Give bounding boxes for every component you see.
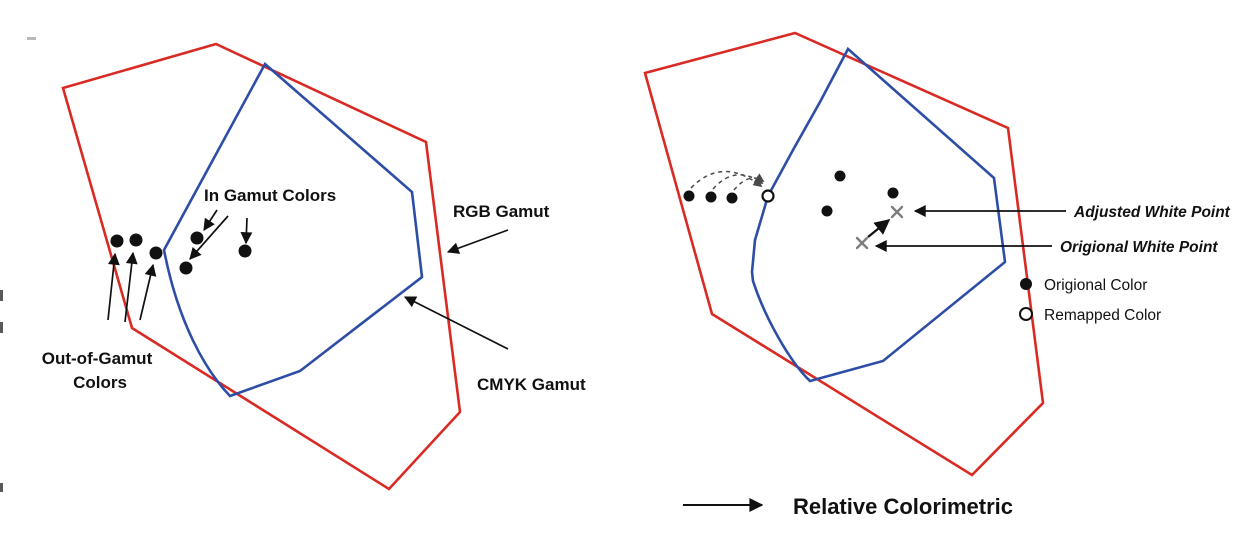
left-panel-gamut-clipping: In Gamut Colors RGB Gamut Out-of-Gamut C… xyxy=(42,42,586,491)
remapped-color-circle xyxy=(761,189,775,203)
remap-dashed-arc xyxy=(690,170,763,189)
original-color-dot xyxy=(683,190,695,202)
scan-artifact-mark xyxy=(0,322,3,333)
original-color-dot xyxy=(821,205,833,217)
remap-dashed-arc xyxy=(733,173,765,191)
in-gamut-colors-label: In Gamut Colors xyxy=(204,186,336,205)
rgb-gamut-label: RGB Gamut xyxy=(453,202,550,221)
legend-original-color-label: Origional Color xyxy=(1044,277,1147,294)
original-white-point-label: Origional White Point xyxy=(1060,239,1218,256)
rgb-gamut-polygon-right xyxy=(643,31,1045,477)
annotation-arrow xyxy=(139,263,157,321)
legend: Origional Color Remapped Color xyxy=(1019,277,1161,324)
cmyk-gamut-label: CMYK Gamut xyxy=(477,375,586,394)
rgb-gamut-pointer-arrow xyxy=(446,229,509,254)
out-of-gamut-dot xyxy=(129,233,143,247)
out-of-gamut-label-line1: Out-of-Gamut xyxy=(42,349,153,368)
original-color-dot xyxy=(726,192,738,204)
adjusted-white-point-x xyxy=(890,205,904,219)
original-color-dot xyxy=(887,187,899,199)
legend-open-circle-icon xyxy=(1019,307,1033,321)
original-color-dot xyxy=(705,191,717,203)
original-white-point-x xyxy=(855,236,869,250)
legend-filled-dot-icon xyxy=(1020,278,1032,290)
cmyk-gamut-polygon-left xyxy=(162,61,424,398)
white-point-shift-arrow xyxy=(867,219,891,238)
annotation-arrow xyxy=(203,209,218,231)
in-gamut-dot xyxy=(238,244,252,258)
annotation-arrow xyxy=(124,251,138,323)
out-of-gamut-dot xyxy=(110,234,124,248)
annotation-arrow xyxy=(240,217,253,245)
original-color-dot xyxy=(834,170,846,182)
in-gamut-dot xyxy=(190,231,204,245)
rendering-intent-caption: Relative Colorimetric xyxy=(793,494,1013,519)
annotation-arrow xyxy=(107,252,120,321)
out-of-gamut-label-line2: Colors xyxy=(73,373,127,392)
cmyk-gamut-polygon-right xyxy=(750,46,1007,383)
rgb-gamut-polygon-left xyxy=(61,42,462,491)
scan-artifact-mark xyxy=(0,290,3,301)
adjusted-white-point-label: Adjusted White Point xyxy=(1073,204,1231,221)
cmyk-gamut-pointer-arrow xyxy=(403,296,509,350)
remap-dashed-arc xyxy=(712,174,764,190)
annotation-arrow xyxy=(189,215,229,260)
scan-artifact-mark xyxy=(27,37,36,40)
out-of-gamut-dot xyxy=(149,246,163,260)
legend-remapped-color-label: Remapped Color xyxy=(1044,307,1161,324)
right-panel-white-point-adaptation: Adjusted White Point Origional White Poi… xyxy=(643,31,1231,519)
in-gamut-dot xyxy=(179,261,193,275)
scan-artifact-mark xyxy=(0,483,3,492)
